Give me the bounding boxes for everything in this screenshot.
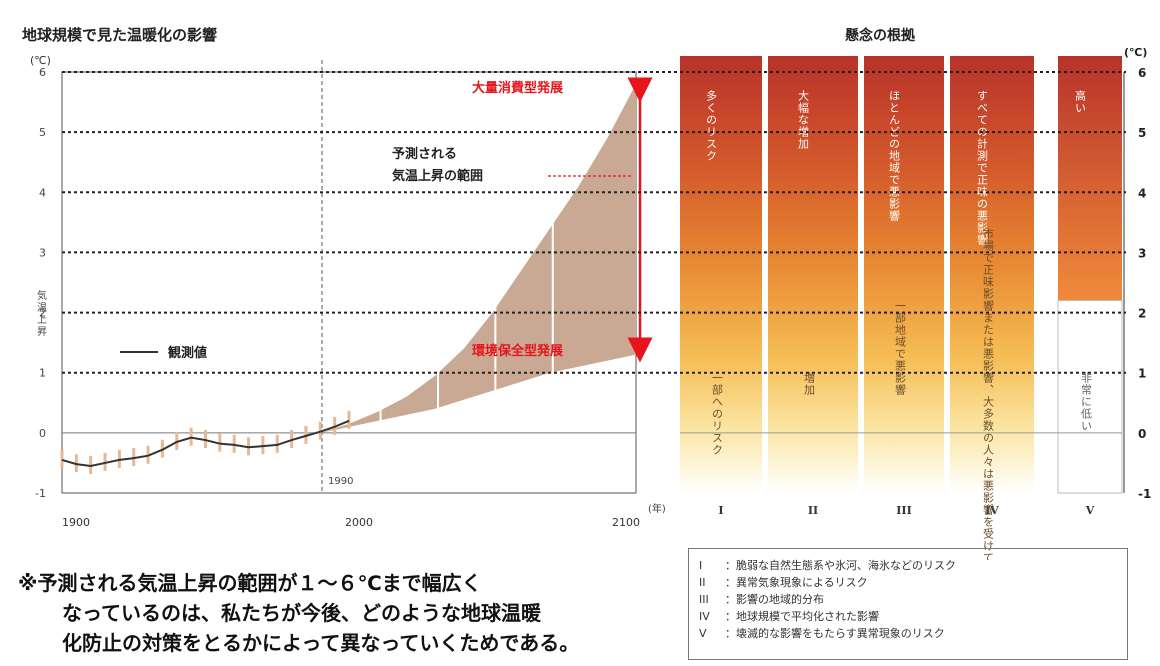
- legend-num: I: [699, 559, 703, 572]
- legend-box: I ：脆弱な自然生態系や氷河、海氷などのリスク II ：異常気象現象によるリスク I…: [688, 548, 1128, 660]
- legend-row: IV ：地球規模で平均化された影響: [699, 608, 1117, 625]
- y-tick-label: -1: [35, 487, 46, 500]
- concern-panel: 懸念の根拠(℃)(年) I多くのリスク一部へのリスクII大幅な増加増加IIIほとん…: [648, 27, 1151, 588]
- column-lower-text: 一部へのリスク: [711, 372, 724, 456]
- concern-column-heat: [1058, 56, 1122, 301]
- footnote-line-2: なっているのは、私たちが今後、どのような地球温暖: [62, 601, 541, 625]
- right-y-tick-label: 0: [1138, 427, 1146, 441]
- column-upper-text: 大幅な増加: [797, 89, 810, 150]
- legend-text: ：脆弱な自然生態系や氷河、海氷などのリスク: [725, 559, 956, 572]
- column-upper-text: すべての計測で正味の悪影響: [976, 90, 989, 246]
- concern-title: 懸念の根拠: [845, 27, 916, 44]
- legend-text: ：地球規模で平均化された影響: [725, 610, 879, 623]
- legend-row: V ：壊滅的な影響をもたらす異常現象のリスク: [699, 625, 1117, 642]
- right-y-tick-label: 5: [1138, 126, 1146, 140]
- column-id-label: I: [718, 504, 723, 517]
- column-id-label: II: [808, 504, 818, 517]
- column-id-label: III: [896, 504, 911, 517]
- concern-column-pale: [768, 432, 858, 493]
- legend-text: ：異常気象現象によるリスク: [725, 576, 868, 589]
- legend-num: II: [699, 576, 706, 589]
- concern-column-pale: [950, 432, 1034, 493]
- y-axis-label: 気温上昇: [35, 289, 47, 338]
- right-y-tick-label: 4: [1138, 186, 1146, 200]
- column-id-label: IV: [985, 504, 999, 517]
- observed-series-line: [61, 419, 350, 467]
- legend-row: I ：脆弱な自然生態系や氷河、海氷などのリスク: [699, 557, 1117, 574]
- y-unit-label: (℃): [30, 54, 51, 67]
- concern-column-heat: [680, 56, 762, 433]
- concern-column-pale: [1057, 300, 1123, 494]
- concern-column-heat: [768, 56, 858, 433]
- legend-num: III: [699, 593, 709, 606]
- projection-range-area: [320, 84, 636, 433]
- footnote-line-1: ※予測される気温上昇の範囲が１～６℃まで幅広く: [18, 571, 482, 595]
- observed-legend-label: 観測値: [167, 345, 207, 361]
- concern-column-heat: [864, 56, 944, 433]
- temperature-chart: 地球規模で見た温暖化の影響 (℃) 気温上昇 1990 観測値 1900 2000 2100 -…: [22, 26, 653, 529]
- column-id-label: V: [1085, 504, 1095, 517]
- column-upper-text: 多くのリスク: [705, 89, 718, 162]
- concern-column-heat: [950, 56, 1034, 433]
- column-lower-text: 増加: [803, 372, 816, 396]
- x-tick-label: 2000: [345, 516, 373, 529]
- legend-text: ：影響の地域的分布: [725, 593, 824, 606]
- right-y-tick-label: 1: [1138, 367, 1146, 381]
- projection-label-line2: 気温上昇の範囲: [392, 168, 483, 184]
- column-upper-text: ほとんどの地域で悪影響: [888, 90, 901, 222]
- x-unit-label: (年): [648, 502, 666, 515]
- y-tick-label: 2: [39, 307, 46, 320]
- right-y-tick-label: 2: [1138, 307, 1146, 321]
- column-upper-text: 高い: [1074, 89, 1087, 114]
- legend-num: V: [699, 627, 707, 640]
- legend-row: III ：影響の地域的分布: [699, 591, 1117, 608]
- legend-row: II ：異常気象現象によるリスク: [699, 574, 1117, 591]
- marker-year-label: 1990: [328, 476, 353, 487]
- high-scenario-label: 大量消費型発展: [472, 80, 564, 96]
- concern-column-pale: [680, 432, 762, 493]
- right-y-tick-label: 3: [1138, 246, 1146, 260]
- right-y-unit: (℃): [1124, 46, 1147, 59]
- column-lower-text: 一部地域で悪影響: [894, 300, 907, 396]
- chart-title: 地球規模で見た温暖化の影響: [22, 26, 217, 44]
- footnote: ※予測される気温上昇の範囲が１～６℃まで幅広く なっているのは、私たちが今後、ど…: [18, 568, 579, 658]
- low-scenario-label: 環境保全型発展: [472, 343, 564, 359]
- x-tick-label: 2100: [612, 516, 640, 529]
- y-tick-label: 3: [39, 246, 46, 259]
- y-tick-label: 1: [39, 367, 46, 380]
- y-tick-label: 4: [39, 186, 46, 199]
- x-tick-label: 1900: [62, 516, 90, 529]
- right-y-tick-label: 6: [1138, 66, 1146, 80]
- column-lower-text: 非常に低い: [1080, 372, 1093, 432]
- concern-column-pale: [864, 432, 944, 493]
- column-lower-text: 市場で正味影響または悪影響、大多数の人々は悪影響を受けている: [982, 227, 995, 560]
- legend-num: IV: [699, 610, 710, 623]
- y-tick-label: 5: [39, 126, 46, 139]
- y-tick-label: 6: [39, 66, 46, 79]
- legend-text: ：壊滅的な影響をもたらす異常現象のリスク: [725, 627, 945, 640]
- right-y-tick-label: -1: [1138, 487, 1151, 501]
- projection-label-line1: 予測される: [392, 146, 457, 162]
- y-tick-label: 0: [39, 427, 46, 440]
- footnote-line-3: 化防止の対策をとるかによって異なっていくためである。: [62, 631, 580, 655]
